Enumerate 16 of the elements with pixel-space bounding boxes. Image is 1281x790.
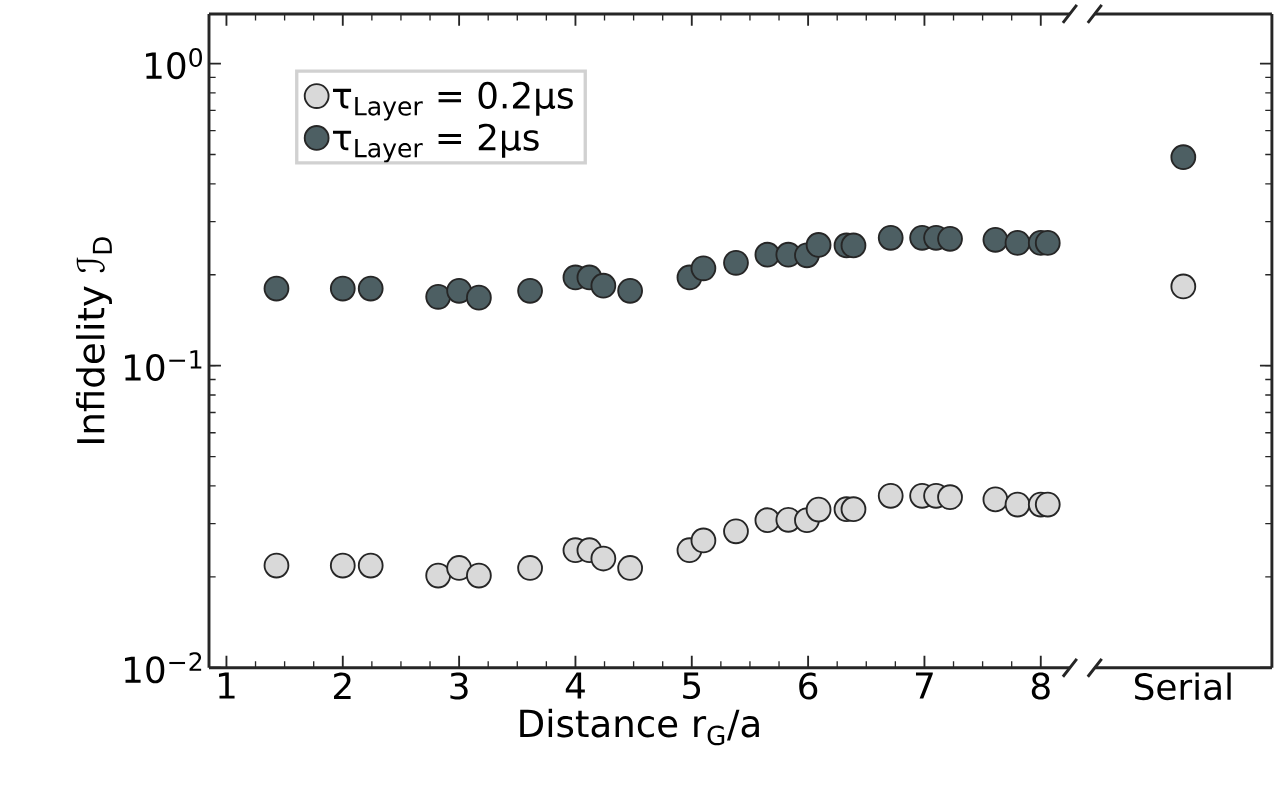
x-axis-title: Distance r$_{G}$/a xyxy=(520,708,759,746)
x-tick-label: 4 xyxy=(565,672,585,699)
legend-label: τ$_{Layer}$ = 0.2μs xyxy=(333,81,573,121)
x-tick-label: 6 xyxy=(799,672,818,700)
x-tick-label: 5 xyxy=(683,672,701,700)
y-tick-label: 10$^{−1}$ xyxy=(125,350,202,381)
x-tick-label: 1 xyxy=(218,672,235,699)
x-tick-label: Serial xyxy=(1135,672,1231,701)
x-tick-label: 7 xyxy=(915,672,933,699)
y-tick-label: 10$^{−2}$ xyxy=(125,652,202,684)
legend-label: τ$_{Layer}$ = 2μs xyxy=(333,123,539,163)
x-tick-label: 8 xyxy=(1031,672,1050,700)
y-axis-title: Infidelity ℐ$_{D}$ xyxy=(76,237,112,443)
x-tick-label: 3 xyxy=(450,672,468,700)
y-tick-label: 10$^{0}$ xyxy=(146,47,202,80)
x-tick-label: 2 xyxy=(334,672,351,699)
